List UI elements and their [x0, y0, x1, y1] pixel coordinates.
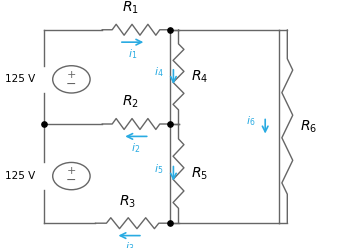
Text: $R_3$: $R_3$ [119, 193, 136, 210]
Text: $i_3$: $i_3$ [124, 241, 134, 248]
Text: $i_5$: $i_5$ [154, 162, 163, 176]
Text: $R_6$: $R_6$ [300, 118, 317, 135]
Text: −: − [66, 174, 76, 187]
Text: $R_4$: $R_4$ [191, 69, 209, 85]
Text: 125 V: 125 V [5, 74, 36, 84]
Text: 125 V: 125 V [5, 171, 36, 181]
Text: $R_1$: $R_1$ [122, 0, 139, 16]
Text: −: − [66, 78, 76, 91]
Text: $i_4$: $i_4$ [154, 65, 163, 79]
Text: +: + [67, 70, 76, 80]
Text: $i_2$: $i_2$ [131, 141, 141, 155]
Text: $i_1$: $i_1$ [128, 47, 137, 61]
Text: $R_5$: $R_5$ [191, 165, 208, 182]
Text: +: + [67, 166, 76, 176]
Text: $i_6$: $i_6$ [245, 115, 255, 128]
Text: $R_2$: $R_2$ [122, 94, 139, 110]
